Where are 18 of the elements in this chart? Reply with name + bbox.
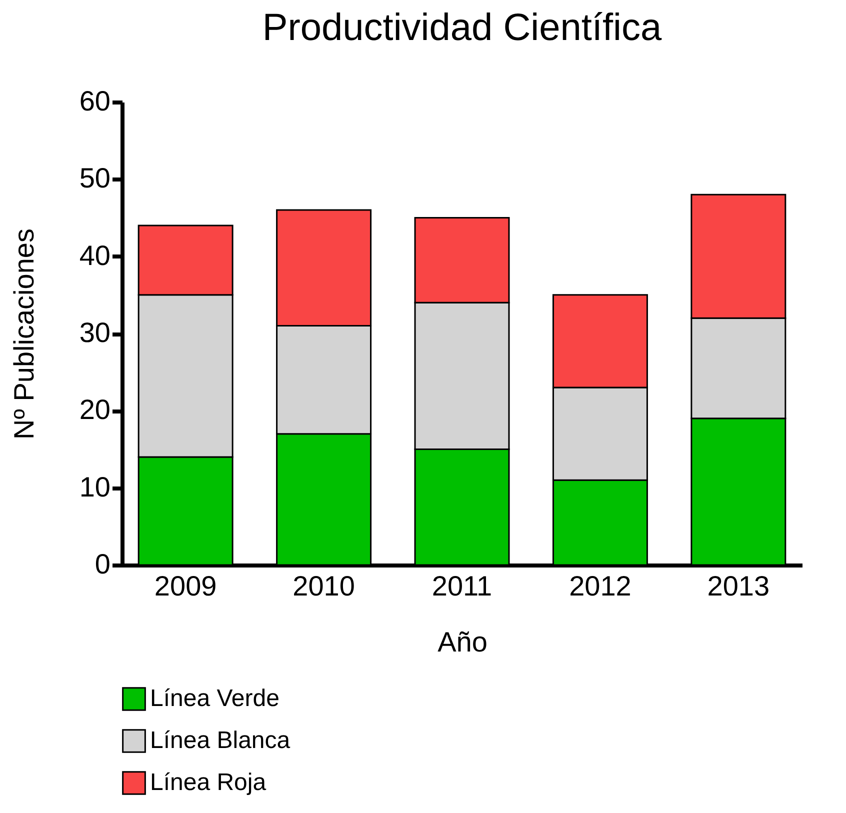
y-tick-label: 20: [79, 394, 110, 426]
y-tick-label: 50: [79, 162, 110, 194]
legend-label: Línea Verde: [150, 685, 280, 712]
x-tick-label: 2013: [707, 570, 770, 602]
y-tick-label: 10: [79, 471, 110, 502]
x-tick-label: 2011: [432, 570, 492, 602]
y-tick-label: 60: [79, 86, 110, 116]
y-axis-title: Nº Publicaciones: [8, 228, 40, 440]
y-tick-label: 30: [79, 317, 110, 348]
legend-label: Línea Roja: [150, 769, 267, 796]
legend-label: Línea Blanca: [150, 727, 291, 754]
y-tick-label: 0: [94, 548, 110, 580]
x-tick-label: 2009: [154, 570, 217, 602]
x-tick-label: 2012: [569, 570, 632, 602]
y-tick-label: 40: [79, 240, 110, 271]
x-axis-title: Año: [438, 626, 488, 658]
x-tick-label: 2010: [292, 570, 355, 602]
chart-title: Productividad Científica: [262, 7, 662, 49]
